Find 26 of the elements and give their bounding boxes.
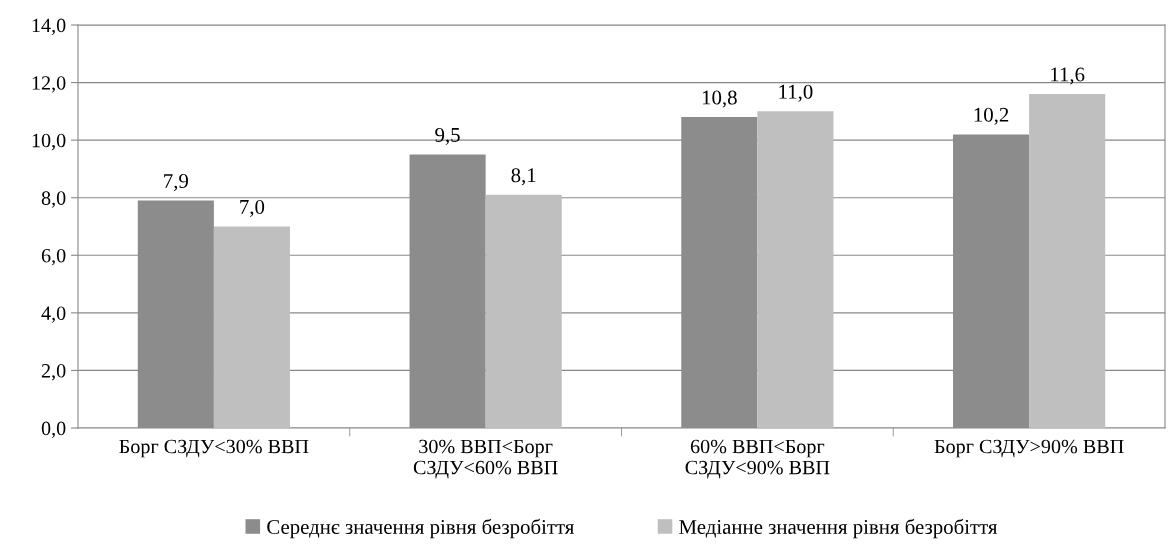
data-label: 7,0 (240, 199, 265, 217)
data-label: 8,1 (511, 168, 536, 186)
y-tick-label: 10,0 (32, 133, 66, 151)
data-label: 10,2 (974, 107, 1009, 125)
y-tick-label: 6,0 (41, 248, 66, 266)
x-tick-label: Борг СЗДУ<30% ВВП (119, 439, 309, 458)
x-tick-label: Борг СЗДУ>90% ВВП (934, 439, 1124, 458)
y-tick-label: 14,0 (32, 18, 66, 36)
y-tick-label: 12,0 (32, 76, 66, 93)
legend-label: Медіанне значення рівня безробіття (679, 518, 998, 539)
legend-label: Середнє значення рівня безробіття (267, 518, 574, 539)
x-tick-label: 30% ВВП<Борг СЗДУ<60% ВВП (413, 439, 558, 479)
data-label: 7,9 (164, 174, 188, 192)
y-tick-label: 0,0 (41, 421, 66, 439)
y-tick-label: 2,0 (41, 364, 66, 381)
bar (485, 194, 562, 428)
y-tick-label: 8,0 (41, 191, 66, 208)
x-tick-label: 60% ВВП<Борг СЗДУ<90% ВВП (685, 439, 830, 479)
y-tick-label: 4,0 (41, 306, 66, 323)
data-label: 10,8 (702, 90, 737, 108)
bar (757, 111, 834, 428)
data-label: 9,5 (435, 127, 460, 145)
data-label: 11,6 (1051, 67, 1085, 85)
bar (213, 226, 290, 428)
data-label: 11,0 (779, 84, 813, 102)
bar (1029, 94, 1106, 428)
